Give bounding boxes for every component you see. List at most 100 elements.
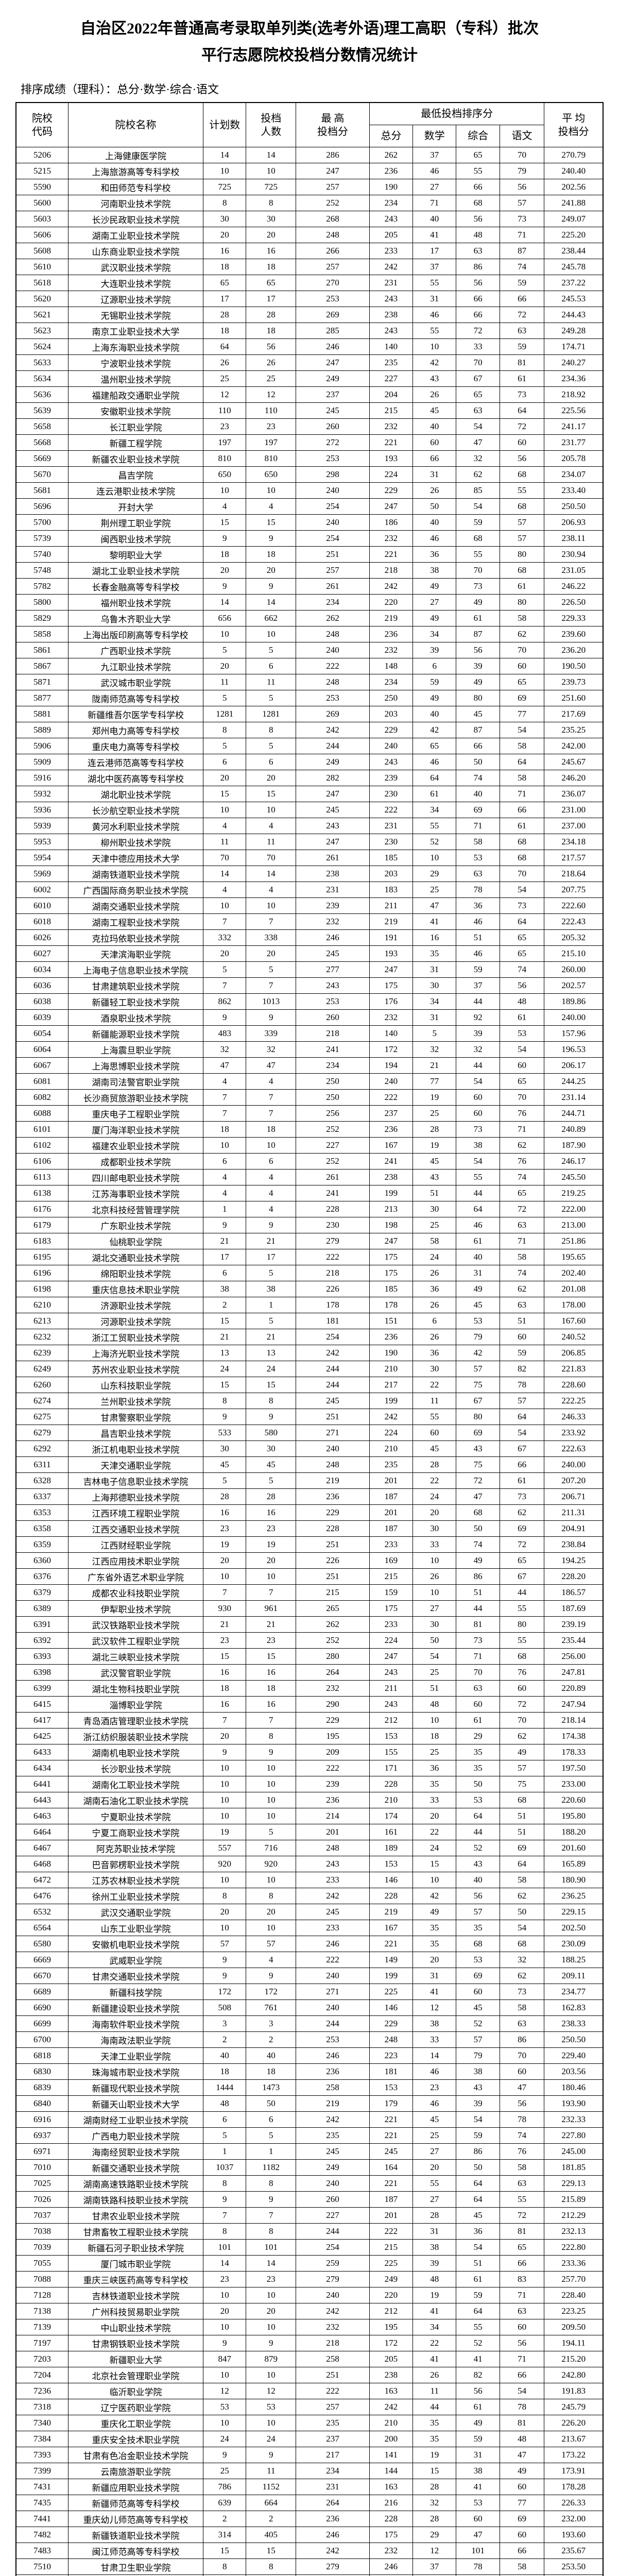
cell-min-math: 6 [412,658,457,674]
cell-avg-score: 233.00 [544,1776,604,1792]
cell-max-score: 285 [296,323,370,339]
cell-plan-count: 12 [203,2383,247,2399]
cell-min-chinese: 68 [499,1648,545,1665]
cell-avg-score: 240.00 [544,1456,604,1473]
cell-min-comprehensive: 59 [456,2287,500,2303]
cell-min-comprehensive: 81 [456,1616,500,1633]
cell-min-comprehensive: 39 [456,2095,500,2112]
cell-min-total: 221 [369,546,414,563]
cell-min-total: 187 [369,1488,414,1505]
cell-plan-count: 21 [203,1616,247,1633]
cell-min-comprehensive: 35 [456,1744,500,1760]
cell-min-chinese: 65 [499,1073,545,1090]
cell-school-name: 甘肃建筑职业技术学院 [67,977,204,994]
cell-avg-score: 238.11 [544,530,604,547]
cell-min-total: 235 [369,354,414,371]
cell-avg-score: 206.93 [544,514,604,531]
cell-plan-count: 10 [203,897,247,914]
cell-school-code: 6113 [15,1169,68,1185]
cell-max-score: 251 [296,2367,370,2383]
cell-min-comprehensive: 56 [456,211,500,227]
cell-school-name: 甘肃警察职业学院 [67,1409,204,1425]
cell-max-score: 298 [296,466,370,483]
cell-min-comprehensive: 53 [456,1952,500,1968]
table-row: 6359 江西财经职业学院 19 19 251 233 33 74 72 238.84 [15,1536,604,1553]
cell-min-total: 204 [369,386,414,403]
cell-min-math: 31 [412,961,457,978]
cell-max-score: 236 [296,1792,370,1808]
cell-min-comprehensive: 72 [456,1472,500,1489]
cell-school-name: 广东省外语艺术职业学院 [67,1568,204,1585]
cell-min-chinese: 76 [499,1105,545,1122]
cell-min-comprehensive: 85 [456,482,500,499]
cell-school-code: 6468 [15,1856,68,1872]
cell-avg-score: 235.25 [544,722,604,738]
cell-min-total: 163 [369,2479,414,2495]
cell-min-total: 219 [369,913,414,930]
cell-plan-count: 725 [203,179,247,195]
cell-min-math: 31 [412,1968,457,1984]
cell-cast-count: 2 [246,2031,297,2048]
cell-min-comprehensive: 49 [456,674,500,690]
cell-min-total: 236 [369,163,414,179]
cell-school-code: 6292 [15,1440,68,1457]
cell-min-comprehensive: 74 [456,1536,500,1553]
cell-min-total: 141 [369,2447,414,2463]
cell-min-chinese: 68 [499,834,545,850]
cell-avg-score: 189.86 [544,993,604,1010]
cell-school-code: 7139 [15,2319,68,2335]
cell-cast-count: 3 [246,2015,297,2032]
cell-min-math: 34 [412,2319,457,2335]
cell-cast-count: 761 [246,1999,297,2016]
cell-min-chinese: 76 [499,1153,545,1170]
cell-plan-count: 21 [203,1233,247,1249]
cell-max-score: 251 [296,1536,370,1553]
cell-school-name: 海南经贸职业技术学院 [67,2143,204,2160]
cell-min-math: 28 [412,2207,457,2224]
cell-school-code: 5829 [15,610,68,626]
cell-school-code: 6463 [15,1808,68,1824]
table-row: 6839 新疆现代职业技术学院 1444 1473 258 153 23 43 47 180.46 [15,2079,604,2096]
cell-avg-score: 201.08 [544,1281,604,1297]
cell-school-code: 5603 [15,211,68,227]
cell-school-code: 5889 [15,722,68,738]
cell-min-comprehensive: 82 [456,2367,500,2383]
cell-cast-count: 9 [246,1968,297,1984]
cell-school-code: 7510 [15,2558,68,2575]
cell-min-comprehensive: 59 [456,2431,500,2447]
cell-min-total: 171 [369,1760,414,1776]
cell-avg-score: 228.40 [544,2287,604,2303]
cell-school-name: 昌吉学院 [67,466,204,483]
table-row: 7088 重庆三峡医药高等专科学校 23 23 279 249 48 61 83 257.70 [15,2271,604,2287]
cell-min-chinese: 58 [499,1999,545,2016]
cell-school-name: 重庆三峡医药高等专科学校 [67,2271,204,2287]
cell-min-comprehensive: 32 [456,450,500,467]
cell-min-chinese: 65 [499,945,545,962]
cell-min-math: 15 [412,2463,457,2479]
cell-school-name: 湖北三峡职业技术学院 [67,1648,204,1665]
cell-avg-score: 213.00 [544,1217,604,1233]
cell-min-comprehensive: 52 [456,2335,500,2351]
cell-min-total: 242 [369,1409,414,1425]
cell-cast-count: 9 [246,530,297,547]
cell-min-comprehensive: 57 [456,2031,500,2048]
cell-min-chinese: 68 [499,498,545,515]
cell-min-total: 229 [369,482,414,499]
cell-cast-count: 23 [246,1520,297,1537]
cell-min-total: 195 [369,2319,414,2335]
cell-school-code: 7025 [15,2175,68,2192]
cell-min-total: 221 [369,434,414,451]
cell-school-code: 5909 [15,754,68,770]
cell-min-total: 190 [369,179,414,195]
cell-min-comprehensive: 69 [456,1425,500,1441]
cell-plan-count: 8 [203,1393,247,1409]
cell-school-code: 5700 [15,514,68,531]
cell-school-name: 新疆工程学院 [67,434,204,451]
cell-school-code: 5623 [15,323,68,339]
cell-min-total: 181 [369,2063,414,2080]
cell-school-name: 闽江师范高等专科学校 [67,2543,204,2559]
cell-avg-score: 260.00 [544,961,604,978]
cell-cast-count: 14 [246,2255,297,2272]
table-row: 6916 湖南财经工业职业技术学院 6 6 242 221 45 54 78 232.33 [15,2111,604,2128]
